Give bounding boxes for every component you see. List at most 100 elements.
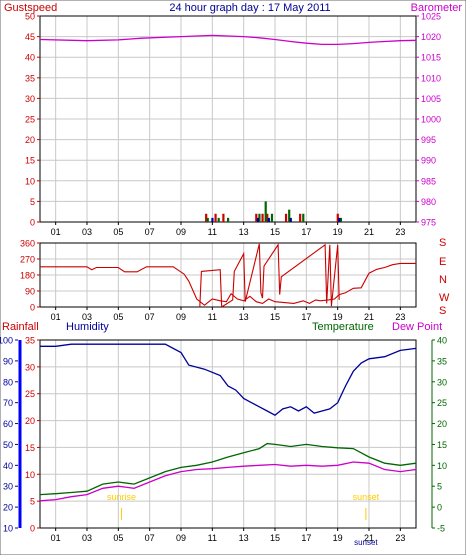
barometer-label: Barometer [411, 2, 463, 14]
x-tick-label: 07 [145, 312, 155, 322]
y-tick-label: 1020 [421, 32, 441, 42]
gustspeed-bar [214, 213, 217, 222]
y-tick-label: 1005 [421, 94, 441, 104]
x-tick-label: 05 [113, 533, 123, 543]
windspeed-bar [217, 217, 220, 222]
y-tick-label: 50 [25, 12, 35, 22]
y-tick-label: 80 [3, 377, 13, 387]
right-axis-ticks: 975 980 985 990 995 1000 1005 1010 1015 1020 1025 [416, 12, 441, 228]
x-tick-label: 03 [82, 227, 92, 237]
y-tick-label: 15 [437, 440, 447, 450]
series [39, 34, 417, 222]
y-tick-label: 0 [30, 303, 35, 313]
x-tick-label: 07 [145, 227, 155, 237]
gustspeed-bar [284, 213, 288, 222]
y-tick-label: 10 [25, 470, 35, 480]
sun-label: sunrise [107, 492, 136, 502]
x-tick-label: 01 [51, 533, 61, 543]
windspeed-bar [339, 217, 342, 222]
y-tick-label: 30 [437, 377, 447, 387]
x-tick-label: 09 [176, 533, 186, 543]
y-tick-label: 980 [421, 197, 436, 207]
y-tick-label: 990 [421, 156, 436, 166]
x-tick-label: 21 [364, 533, 374, 543]
y-tick-label: 25 [25, 115, 35, 125]
gustspeed-bar [255, 213, 258, 222]
temperature-axis-ticks: -5 0 5 10 15 20 25 30 35 40 [432, 336, 447, 534]
temperature-label: Temperature [312, 321, 374, 333]
humidity-temperature-panel: Rainfall Humidity Temperature Dew Point … [0, 321, 447, 547]
y-tick-label: 180 [20, 271, 35, 281]
x-tick-label: 11 [208, 533, 217, 543]
y-tick-label: 25 [437, 398, 447, 408]
series [39, 343, 417, 502]
x-tick-label: 13 [239, 312, 249, 322]
y-tick-label: 70 [3, 398, 13, 408]
x-tick-label: 19 [333, 312, 343, 322]
gustspeed-bar [222, 213, 225, 222]
y-tick-label: 1000 [421, 115, 441, 125]
compass-label: E [439, 256, 446, 268]
y-tick-label: 975 [421, 218, 436, 228]
y-tick-label: 40 [437, 336, 447, 346]
gustspeed-bar [336, 213, 339, 222]
windspeed-bar [206, 217, 209, 222]
humidity-axis-ticks: 10 20 30 40 50 60 70 80 90 100 [0, 336, 18, 534]
x-tick-label: 15 [270, 312, 280, 322]
y-tick-label: 30 [25, 362, 35, 372]
x-tick-label: 21 [364, 312, 374, 322]
wind-low-bar [256, 217, 259, 222]
wind-direction-line [40, 262, 416, 306]
y-tick-label: 45 [25, 32, 35, 42]
y-tick-label: 10 [437, 461, 447, 471]
y-tick-label: 60 [3, 419, 13, 429]
y-tick-label: 90 [25, 287, 35, 297]
compass-label: S [439, 305, 446, 317]
x-tick-label: 03 [82, 312, 92, 322]
x-tick-label: 13 [239, 227, 249, 237]
gustspeed-bar [299, 213, 302, 222]
sun-annotations: sunrise sunset [107, 492, 380, 520]
rainfall-label: Rainfall [2, 321, 39, 333]
x-tick-label: 15 [270, 227, 280, 237]
left-axis-ticks: 0 5 10 15 20 25 30 35 40 45 50 [25, 12, 40, 228]
temperature-line [39, 442, 417, 496]
y-tick-label: 10 [25, 176, 35, 186]
x-tick-label: 07 [145, 533, 155, 543]
plot-border [39, 339, 417, 529]
x-tick-label: 01 [51, 312, 61, 322]
x-tick-label: 15 [270, 533, 280, 543]
x-tick-label: 01 [51, 227, 61, 237]
windspeed-bar [258, 213, 261, 222]
y-tick-label: 20 [437, 419, 447, 429]
x-axis-ticks: 01 03 05 07 09 11 13 15 17 19 21 23 [51, 222, 405, 237]
rainfall-axis-ticks: 0 5 10 15 20 25 30 35 [25, 336, 40, 534]
x-tick-label: 03 [82, 533, 92, 543]
y-tick-label: 25 [25, 389, 35, 399]
humidity-label: Humidity [66, 321, 109, 333]
y-tick-label: 100 [0, 336, 13, 346]
x-tick-label: 19 [333, 533, 343, 543]
x-axis-ticks: 01 03 05 07 09 11 13 15 17 19 21 23 sunset [51, 528, 405, 547]
windspeed-bar [288, 209, 291, 222]
x-tick-label: 11 [208, 227, 217, 237]
x-tick-label: 21 [364, 227, 374, 237]
wind-direction-line [199, 243, 340, 308]
y-tick-label: 30 [25, 94, 35, 104]
y-tick-label: 20 [25, 135, 35, 145]
y-tick-label: 1025 [421, 12, 441, 22]
x-tick-label: 17 [301, 312, 311, 322]
gustspeed-bar [266, 213, 269, 222]
y-tick-label: 5 [437, 482, 442, 492]
compass-label: S [439, 237, 446, 249]
dew-point-line [39, 461, 417, 502]
y-tick-label: 995 [421, 135, 436, 145]
windspeed-bar [227, 217, 230, 222]
y-tick-label: 30 [3, 482, 13, 492]
y-tick-label: 50 [3, 440, 13, 450]
compass-label: W [439, 292, 450, 304]
x-tick-label: 23 [395, 312, 405, 322]
y-tick-label: 5 [30, 197, 35, 207]
